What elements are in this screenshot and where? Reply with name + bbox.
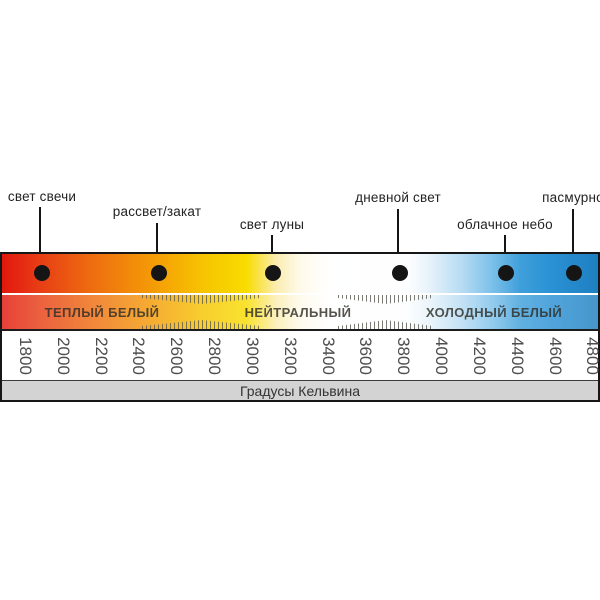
zone-label-warm-white: ТЕПЛЫЙ БЕЛЫЙ (44, 305, 160, 320)
pointer-line-overcast (572, 209, 574, 273)
tick-label: 3200 (280, 336, 300, 375)
tick-label: 3800 (394, 336, 414, 375)
annotation-overcast: пасмурно (542, 190, 600, 205)
transition-ticks-warm-neutral-bottom (142, 320, 261, 329)
band-scale-divider (2, 329, 598, 331)
marker-dot-candle-light (34, 265, 50, 281)
tick-label: 2200 (91, 336, 111, 375)
bar-band-separator (2, 293, 598, 295)
marker-dot-overcast (566, 265, 582, 281)
zone-label-cold-white: ХОЛОДНЫЙ БЕЛЫЙ (425, 305, 563, 320)
pointer-line-dawn-sunset (156, 223, 158, 273)
marker-dot-dawn-sunset (151, 265, 167, 281)
kelvin-tick-scale: 1800 2000 2200 2400 2600 2800 3000 3200 … (2, 331, 600, 380)
transition-ticks-neutral-cold-bottom (338, 320, 433, 329)
annotation-candle-light: свет свечи (7, 189, 77, 204)
axis-title: Градусы Кельвина (239, 382, 361, 399)
annotation-moonlight: свет луны (239, 217, 305, 232)
temperature-gradient-bar (2, 254, 598, 293)
kelvin-scale-chart: ТЕПЛЫЙ БЕЛЫЙ НЕЙТРАЛЬНЫЙ ХОЛОДНЫЙ БЕЛЫЙ … (0, 252, 600, 402)
tick-label: 3600 (356, 336, 376, 375)
annotation-daylight: дневной свет (355, 190, 441, 205)
pointer-line-candle-light (39, 207, 41, 273)
band-overlay (2, 295, 598, 329)
tick-label: 4200 (469, 336, 489, 375)
tick-label: 2600 (167, 336, 187, 375)
annotation-dawn-sunset: рассвет/закат (112, 204, 202, 219)
tick-label: 2800 (205, 336, 225, 375)
annotation-cloudy-sky: облачное небо (457, 217, 553, 232)
tick-label: 2400 (129, 336, 149, 375)
tick-label: 4800 (583, 336, 600, 375)
tick-label: 4600 (545, 336, 565, 375)
scale-footer-divider (2, 380, 598, 381)
tick-label: 1800 (15, 336, 35, 375)
transition-ticks-warm-neutral-top (142, 295, 261, 304)
tick-label: 3400 (318, 336, 338, 375)
tick-label: 2000 (53, 336, 73, 375)
transition-ticks-neutral-cold-top (338, 295, 433, 304)
tick-label: 4000 (432, 336, 452, 375)
marker-dot-moonlight (265, 265, 281, 281)
marker-dot-cloudy-sky (498, 265, 514, 281)
tick-label: 4400 (507, 336, 527, 375)
marker-dot-daylight (392, 265, 408, 281)
white-tone-zone-band: ТЕПЛЫЙ БЕЛЫЙ НЕЙТРАЛЬНЫЙ ХОЛОДНЫЙ БЕЛЫЙ (2, 295, 598, 329)
tick-label: 3000 (242, 336, 262, 375)
zone-label-neutral: НЕЙТРАЛЬНЫЙ (244, 305, 352, 320)
pointer-line-daylight (397, 209, 399, 273)
axis-title-footer: Градусы Кельвина (2, 381, 598, 400)
